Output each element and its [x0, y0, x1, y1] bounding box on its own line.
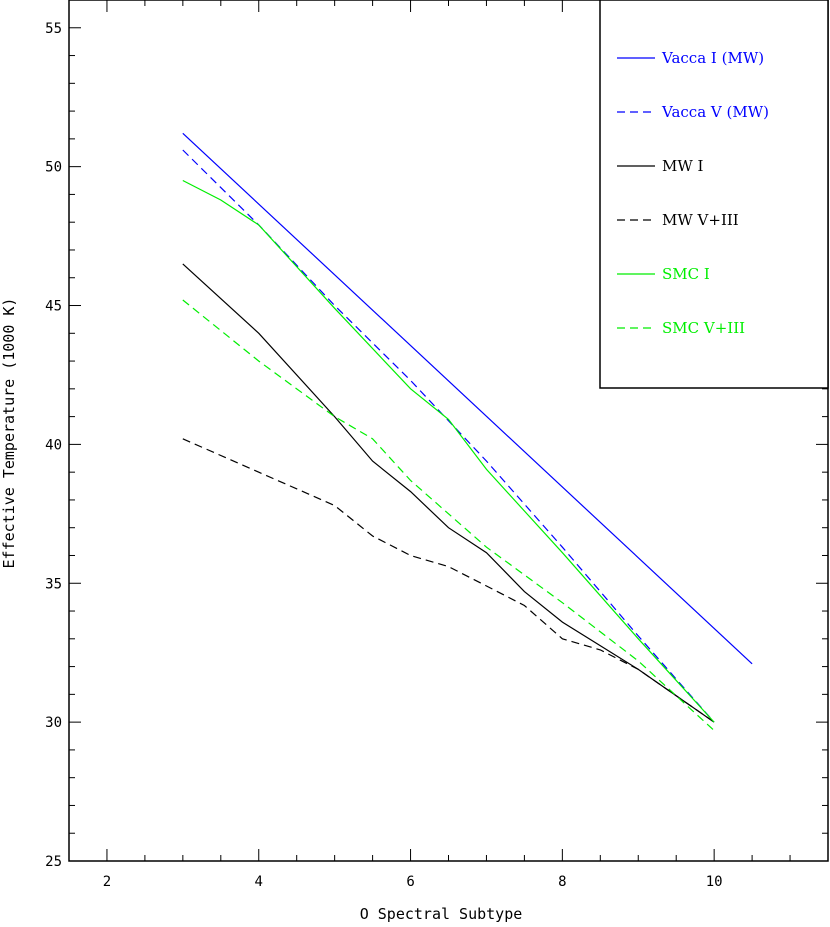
series-line-mw-i [182, 263, 715, 723]
x-tick-label: 2 [103, 874, 111, 890]
series-line-vacca-v-mw [182, 149, 715, 723]
y-tick-label: 50 [45, 160, 62, 176]
series-line-smc-i [182, 179, 715, 723]
legend-label-vacca-i-mw: Vacca I (MW) [661, 49, 764, 67]
x-tick-label: 4 [255, 874, 263, 890]
x-tick-label: 6 [406, 874, 414, 890]
series-lines [182, 132, 753, 731]
legend-label-mw-i: MW I [662, 157, 704, 175]
y-tick-label: 40 [45, 437, 62, 453]
legend-label-mw-v-iii: MW V+III [662, 211, 739, 229]
y-tick-label: 45 [45, 299, 62, 315]
x-tick-label: 8 [558, 874, 566, 890]
x-axis-label: O Spectral Subtype [360, 905, 523, 923]
legend: Vacca I (MW) Vacca V (MW) MW I MW V+III SMC … [617, 49, 769, 337]
legend-box [599, 0, 829, 389]
y-tick-label: 25 [45, 854, 62, 870]
legend-label-smc-i: SMC I [662, 265, 710, 283]
legend-label-vacca-v-mw: Vacca V (MW) [661, 103, 769, 121]
series-line-vacca-i-mw [182, 132, 753, 665]
y-tick-label: 35 [45, 576, 62, 592]
x-tick-label: 10 [706, 874, 723, 890]
series-line-mw-v-iii [182, 438, 715, 723]
y-tick-label: 55 [45, 21, 62, 37]
series-line-smc-v-iii [182, 299, 715, 731]
y-tick-label: 30 [45, 715, 62, 731]
legend-label-smc-v-iii: SMC V+III [662, 319, 745, 337]
y-axis-label: Effective Temperature (1000 K) [0, 298, 18, 569]
